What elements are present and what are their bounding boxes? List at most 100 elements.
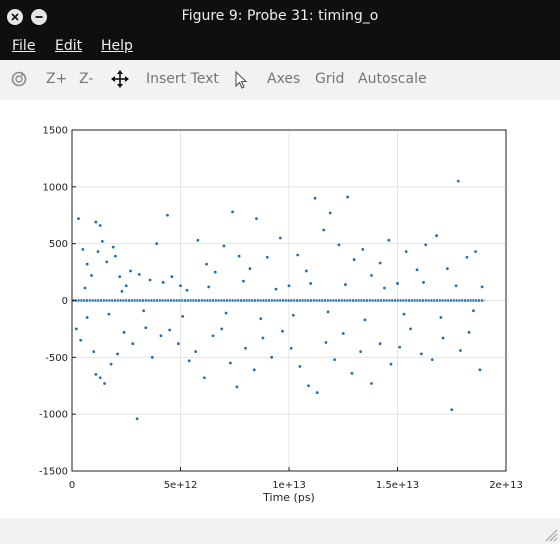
data-point — [131, 342, 135, 346]
data-point — [114, 254, 117, 258]
data-point — [430, 358, 434, 362]
data-point — [252, 368, 256, 372]
data-point — [370, 382, 373, 385]
y-tick-label: 1500 — [43, 126, 68, 137]
data-point — [244, 346, 248, 350]
data-point — [441, 336, 445, 340]
data-point — [270, 355, 274, 359]
data-point — [456, 179, 460, 183]
data-point — [446, 267, 449, 271]
data-point — [235, 385, 239, 389]
menu-edit[interactable]: Edit — [55, 38, 82, 54]
pan-icon[interactable] — [111, 70, 129, 88]
data-point — [205, 262, 208, 266]
insert-text-button[interactable]: Insert Text — [146, 71, 219, 87]
data-point — [77, 217, 80, 221]
data-point — [155, 242, 159, 246]
data-point — [109, 362, 113, 366]
data-point — [409, 327, 412, 331]
x-tick-label: 0 — [69, 480, 75, 491]
data-point — [274, 287, 278, 291]
data-point — [474, 250, 478, 254]
data-point — [98, 376, 102, 380]
axes-button[interactable]: Axes — [267, 71, 301, 87]
data-point — [159, 334, 163, 338]
menu-help[interactable]: Help — [101, 38, 133, 54]
data-point — [450, 408, 454, 412]
minimize-window-button[interactable] — [31, 9, 47, 25]
x-axis-label: Time (ps) — [262, 491, 315, 504]
data-point — [439, 316, 443, 319]
data-point — [313, 196, 317, 200]
data-point — [166, 213, 169, 217]
data-point — [137, 272, 141, 276]
data-point — [85, 316, 89, 319]
close-window-button[interactable] — [7, 9, 23, 25]
data-point — [415, 268, 419, 272]
data-point — [150, 355, 154, 359]
zoom-in-button[interactable]: Z+ — [46, 71, 68, 87]
y-tick-label: -500 — [45, 353, 68, 364]
data-point — [185, 288, 189, 292]
data-point — [324, 341, 328, 344]
data-point — [187, 359, 191, 363]
pointer-icon[interactable] — [233, 70, 249, 90]
data-point — [396, 282, 399, 285]
plot-canvas[interactable]: 1500 1000 500 0 -500 -1000 -1500 0 5e+12 1e+13 1.5… — [0, 100, 560, 518]
data-point — [124, 284, 128, 288]
data-point — [454, 284, 458, 288]
data-point — [231, 210, 234, 214]
data-point — [259, 317, 263, 321]
data-point — [144, 326, 148, 330]
data-point — [107, 312, 111, 316]
menu-file-label: File — [12, 38, 36, 54]
grid-button[interactable]: Grid — [315, 71, 345, 87]
data-point — [350, 371, 354, 375]
data-point — [472, 309, 475, 313]
menu-help-label: Help — [101, 38, 133, 54]
data-point — [363, 318, 367, 322]
x-tick-label: 1.5e+13 — [376, 480, 419, 491]
menu-file[interactable]: File — [12, 38, 35, 54]
zoom-out-button[interactable]: Z- — [79, 71, 94, 87]
data-point — [122, 330, 126, 334]
data-point — [419, 352, 423, 356]
data-point — [255, 217, 258, 221]
data-point — [304, 269, 308, 273]
data-point — [229, 361, 232, 365]
data-point — [98, 224, 102, 227]
data-point — [211, 334, 215, 338]
data-point — [161, 280, 165, 284]
data-point — [315, 391, 319, 394]
autoscale-button[interactable]: Autoscale — [358, 71, 427, 87]
data-point — [322, 228, 326, 232]
data-point — [307, 384, 310, 388]
data-point — [361, 247, 365, 251]
data-point — [333, 358, 336, 362]
data-point — [179, 284, 182, 288]
data-point — [378, 261, 382, 265]
window-titlebar: Figure 9: Probe 31: timing_o — [0, 0, 560, 34]
rotate-icon[interactable] — [10, 70, 28, 88]
data-point — [289, 346, 293, 350]
data-point — [278, 236, 282, 240]
data-point — [220, 327, 224, 331]
resize-grip-icon[interactable] — [542, 526, 558, 542]
data-point — [459, 349, 462, 352]
data-point — [118, 275, 122, 279]
data-point — [402, 312, 406, 316]
data-point — [346, 195, 349, 199]
data-point — [398, 345, 402, 349]
data-point — [344, 283, 347, 286]
data-point — [135, 417, 139, 421]
data-point — [337, 243, 341, 247]
data-point — [287, 284, 291, 288]
data-point — [120, 290, 124, 293]
y-tick-label: -1000 — [39, 410, 68, 421]
window-title: Figure 9: Probe 31: timing_o — [181, 8, 379, 24]
data-point — [83, 286, 87, 290]
data-point — [309, 282, 313, 285]
data-point — [92, 350, 96, 354]
